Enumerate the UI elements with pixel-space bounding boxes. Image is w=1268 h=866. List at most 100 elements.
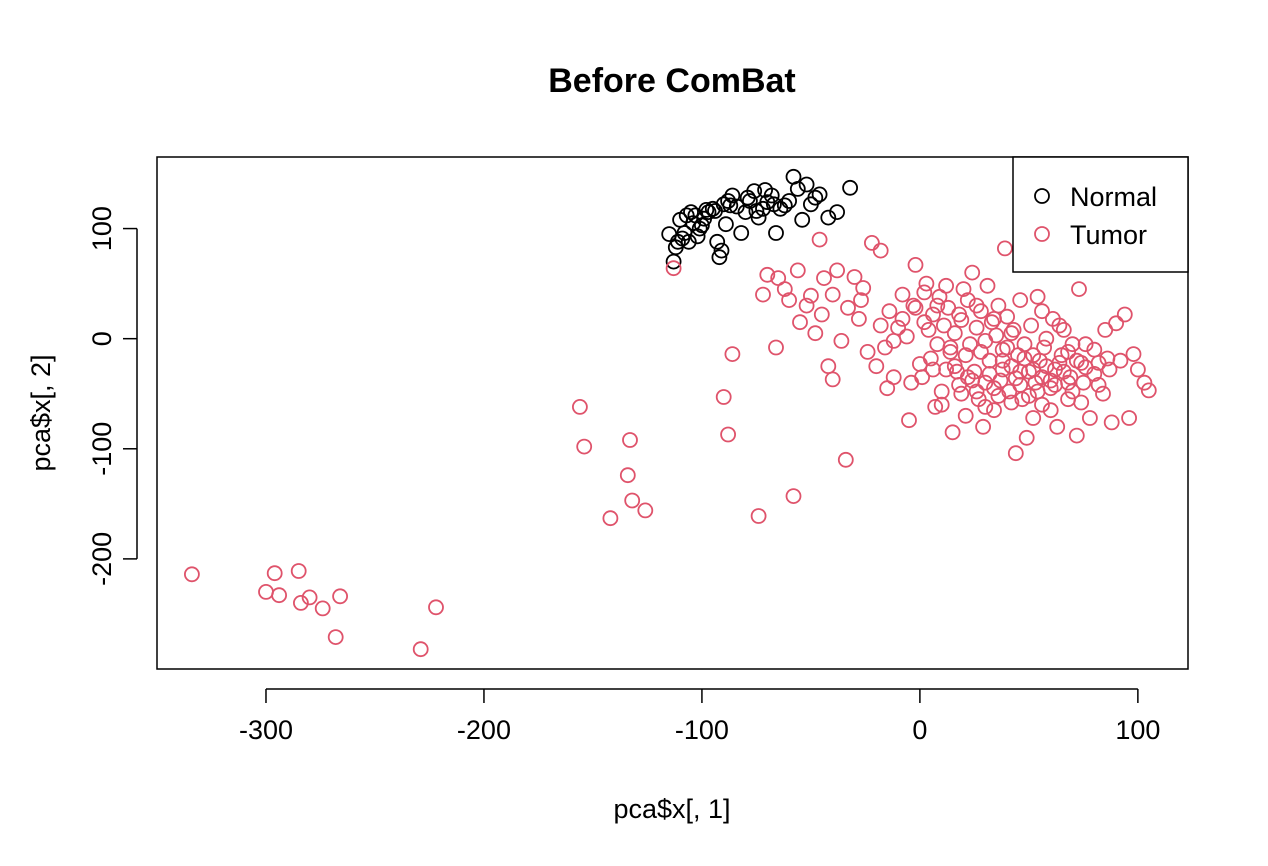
legend-label-normal: Normal <box>1070 182 1157 212</box>
point-tumor <box>1042 402 1059 419</box>
point-tumor <box>964 264 981 281</box>
point-tumor <box>981 352 998 369</box>
point-tumor <box>290 563 307 579</box>
y-axis-label: pca$x[, 2] <box>26 354 56 471</box>
point-tumor <box>798 297 815 314</box>
point-tumor <box>637 502 654 519</box>
point-normal <box>670 233 686 250</box>
point-tumor <box>933 396 950 413</box>
point-tumor <box>1012 363 1029 380</box>
point-tumor <box>314 600 331 617</box>
point-tumor <box>1025 410 1042 426</box>
point-tumor <box>1112 352 1129 369</box>
point-tumor <box>898 328 915 345</box>
point-normal <box>728 198 745 215</box>
point-tumor <box>755 286 771 303</box>
point-tumor <box>955 281 972 298</box>
point-tumor <box>1136 374 1153 391</box>
point-tumor <box>820 358 837 375</box>
legend: Normal Tumor <box>1012 156 1189 273</box>
point-normal <box>711 249 728 266</box>
x-tick-label: -200 <box>457 715 511 745</box>
x-axis-label: pca$x[, 1] <box>613 794 730 824</box>
point-normal <box>713 242 730 259</box>
point-tumor <box>951 376 967 393</box>
point-tumor <box>1005 321 1022 338</box>
point-normal <box>704 200 721 217</box>
point-tumor <box>183 566 200 583</box>
y-tick-label: -200 <box>87 532 117 586</box>
y-axis: -200 -100 0 100 <box>87 206 138 586</box>
point-normal <box>789 180 806 197</box>
point-tumor <box>938 361 954 378</box>
point-tumor <box>1003 394 1020 411</box>
point-tumor <box>925 361 941 378</box>
point-tumor <box>1075 374 1092 391</box>
point-tumor <box>829 262 845 279</box>
point-tumor <box>957 407 974 424</box>
point-tumor <box>922 350 939 367</box>
point-normal <box>661 226 678 243</box>
point-tumor <box>905 297 922 314</box>
point-normal <box>820 209 837 226</box>
point-tumor <box>1103 414 1120 431</box>
point-tumor <box>292 595 309 611</box>
point-tumor <box>1049 418 1066 435</box>
point-tumor <box>859 343 876 360</box>
point-tumor <box>959 369 976 386</box>
point-tumor <box>724 346 741 363</box>
point-tumor <box>907 299 924 316</box>
y-tick-label: -100 <box>87 422 117 476</box>
point-tumor <box>665 260 682 277</box>
point-tumor <box>864 234 880 251</box>
point-normal <box>807 189 824 206</box>
point-normal <box>766 196 782 213</box>
point-tumor <box>1051 317 1068 334</box>
point-tumor <box>428 599 444 616</box>
point-normal <box>750 209 767 226</box>
point-tumor <box>885 369 902 386</box>
plot-frame <box>156 156 1189 670</box>
point-tumor <box>907 256 924 273</box>
point-tumor <box>997 240 1013 257</box>
point-tumor <box>903 374 920 391</box>
point-tumor <box>1029 288 1046 305</box>
point-tumor <box>1064 336 1081 353</box>
point-normal <box>689 228 706 245</box>
points-layer <box>183 168 1157 658</box>
point-tumor <box>916 284 933 301</box>
point-normal <box>707 203 723 219</box>
point-tumor <box>1077 336 1094 353</box>
point-tumor <box>624 492 641 509</box>
x-tick-label: -100 <box>675 715 729 745</box>
point-tumor <box>840 299 856 316</box>
point-tumor <box>872 242 889 259</box>
point-tumor <box>781 292 797 309</box>
point-normal <box>698 201 715 218</box>
point-tumor <box>1055 321 1072 338</box>
point-tumor <box>824 286 841 303</box>
point-tumor <box>792 314 808 331</box>
point-tumor <box>968 297 985 314</box>
point-tumor <box>918 275 935 292</box>
point-tumor <box>986 310 1002 327</box>
point-tumor <box>957 347 974 364</box>
point-normal <box>739 189 756 206</box>
point-tumor <box>1034 303 1050 320</box>
point-normal <box>718 216 734 233</box>
point-normal <box>724 187 741 204</box>
point-tumor <box>925 306 941 323</box>
point-normal <box>842 179 858 196</box>
point-tumor <box>622 432 638 448</box>
point-tumor <box>979 277 996 294</box>
point-tumor <box>927 398 944 415</box>
point-tumor <box>1108 315 1124 332</box>
point-tumor <box>1090 354 1107 371</box>
point-tumor <box>837 451 854 468</box>
point-tumor <box>750 508 767 524</box>
point-tumor <box>959 292 976 309</box>
point-tumor <box>332 588 349 605</box>
point-tumor <box>813 306 830 323</box>
point-normal <box>829 204 845 221</box>
